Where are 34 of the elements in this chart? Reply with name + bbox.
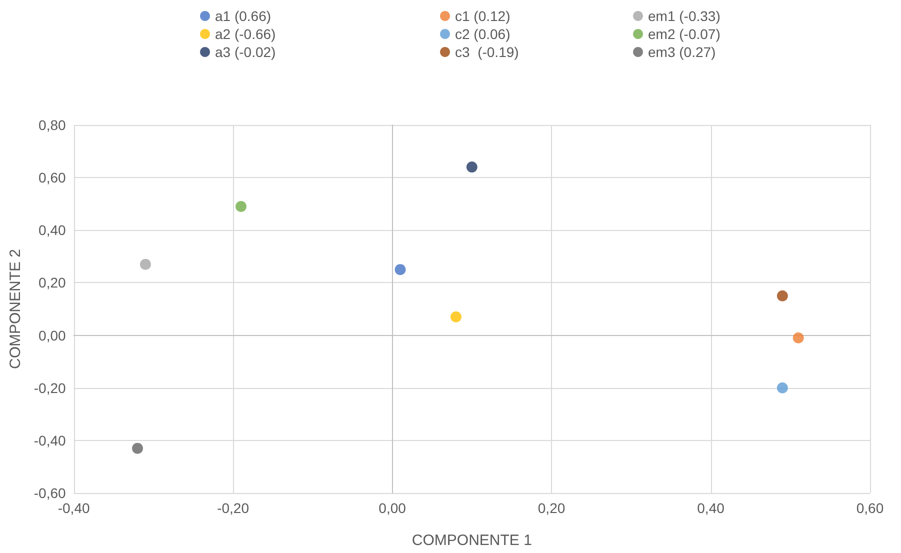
y-tick-label: 0,00 (38, 327, 66, 344)
legend-label: a1 (0.66) (215, 8, 272, 24)
point (394, 264, 406, 276)
point (236, 200, 247, 212)
x-axis-title: COMPONENTE 1 (412, 532, 532, 549)
y-tick-label: 0,20 (38, 274, 66, 291)
point (466, 162, 478, 173)
legend-label: c3 (-0.19) (455, 44, 519, 60)
point (792, 332, 804, 344)
point (776, 382, 788, 394)
x-tick-label: 0,20 (538, 500, 566, 516)
point (140, 258, 151, 270)
point (776, 290, 788, 302)
y-tick-label: -0,40 (34, 432, 66, 448)
x-tick-label: 0,00 (378, 500, 406, 516)
y-tick-label: -0,60 (34, 485, 66, 501)
x-tick-label: 0,40 (697, 500, 725, 516)
x-tick-label: 0,60 (856, 500, 884, 516)
point (132, 442, 144, 454)
x-tick-label: -0,40 (58, 500, 90, 516)
y-axis-title: COMPONENTE 2 (7, 248, 24, 370)
y-tick-label: 0,40 (38, 222, 66, 238)
legend-label: a3 (-0.02) (215, 44, 276, 60)
x-tick-label: -0,20 (217, 500, 250, 516)
legend-label: c1 (0.12) (455, 8, 510, 24)
y-tick-label: 0,60 (38, 170, 66, 186)
legend-label: c2 (0.06) (455, 26, 510, 42)
y-tick-label: 0,80 (38, 117, 66, 133)
legend-label: em2 (-0.07) (648, 26, 720, 42)
y-tick-label: -0,20 (34, 380, 66, 396)
legend-label: a2 (-0.66) (215, 26, 276, 42)
point (450, 311, 462, 322)
legend-label: em1 (-0.33) (648, 8, 720, 24)
legend-label: em3 (0.27) (648, 44, 716, 60)
